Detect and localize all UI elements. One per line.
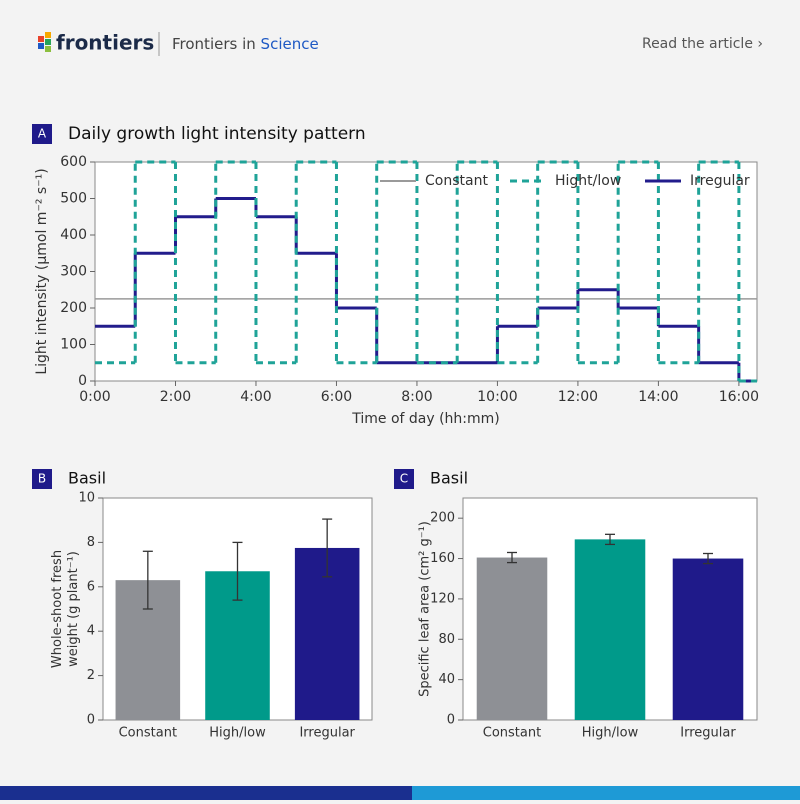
y-tick-label: 80 xyxy=(438,632,455,647)
journal-name: Science xyxy=(261,35,319,53)
x-tick-label: Constant xyxy=(483,726,541,741)
panel-letter: B xyxy=(38,472,46,486)
y-axis-label-line: weight (g plant⁻¹) xyxy=(66,551,81,667)
chart-title: Basil xyxy=(68,469,106,488)
x-tick-label: 8:00 xyxy=(401,389,432,405)
bar xyxy=(672,558,744,720)
y-tick-label: 40 xyxy=(438,672,455,687)
y-tick-label: 120 xyxy=(430,591,455,606)
x-tick-label: 4:00 xyxy=(240,389,271,405)
chart-title: Daily growth light intensity pattern xyxy=(68,124,366,144)
y-tick-label: 0 xyxy=(78,373,87,389)
y-tick-label: 8 xyxy=(87,535,95,550)
y-tick-label: 0 xyxy=(87,713,95,728)
y-tick-label: 300 xyxy=(60,264,87,280)
y-tick-label: 10 xyxy=(78,491,95,506)
brand: frontiers xyxy=(56,31,154,55)
x-tick-label: 14:00 xyxy=(638,389,678,405)
legend-label: Constant xyxy=(425,173,488,189)
x-tick-label: High/low xyxy=(209,726,266,741)
x-tick-label: Irregular xyxy=(299,726,355,741)
panel-badge xyxy=(394,469,414,489)
y-axis-label-line: Whole-shoot fresh xyxy=(50,550,65,668)
panel-letter: C xyxy=(400,472,408,486)
footer-stripe-dark xyxy=(0,786,412,800)
y-tick-label: 6 xyxy=(87,579,95,594)
x-tick-label: 16:00 xyxy=(719,389,759,405)
y-axis-label: Specific leaf area (cm² g⁻¹) xyxy=(418,521,433,697)
x-tick-label: 2:00 xyxy=(160,389,191,405)
panel-badge xyxy=(32,469,52,489)
y-axis-label: Whole-shoot freshweight (g plant⁻¹) xyxy=(50,550,81,668)
x-tick-label: 6:00 xyxy=(321,389,352,405)
x-tick-label: 10:00 xyxy=(477,389,517,405)
y-axis-label: Light intensity (µmol m⁻² s⁻¹) xyxy=(34,168,50,374)
journal: Frontiers in Science xyxy=(172,35,319,53)
chart-title: Basil xyxy=(430,469,468,488)
read-link[interactable]: Read the article › xyxy=(642,36,763,52)
x-tick-label: 0:00 xyxy=(79,389,110,405)
bar xyxy=(574,539,646,720)
y-tick-label: 400 xyxy=(60,227,87,243)
bar xyxy=(476,557,548,720)
legend-label: Irregular xyxy=(690,173,750,189)
y-tick-label: 0 xyxy=(447,713,455,728)
x-tick-label: Irregular xyxy=(680,726,736,741)
x-tick-label: Constant xyxy=(119,726,177,741)
journal-prefix: Frontiers in xyxy=(172,35,256,53)
y-tick-label: 200 xyxy=(60,300,87,316)
panel-letter: A xyxy=(38,127,47,141)
x-axis-label: Time of day (hh:mm) xyxy=(351,411,500,427)
y-tick-label: 2 xyxy=(87,668,95,683)
y-tick-label: 200 xyxy=(430,511,455,526)
y-tick-label: 600 xyxy=(60,154,87,170)
footer-stripe-light xyxy=(412,786,800,800)
series-line xyxy=(95,160,757,383)
plot-area xyxy=(94,161,758,382)
legend-label: Hight/low xyxy=(555,173,621,189)
y-tick-label: 160 xyxy=(430,551,455,566)
x-tick-label: 12:00 xyxy=(558,389,598,405)
y-tick-label: 500 xyxy=(60,191,87,207)
panel-badge xyxy=(32,124,52,144)
logo-icon xyxy=(38,32,51,52)
y-tick-label: 100 xyxy=(60,337,87,353)
y-tick-label: 4 xyxy=(87,624,95,639)
x-tick-label: High/low xyxy=(582,726,639,741)
